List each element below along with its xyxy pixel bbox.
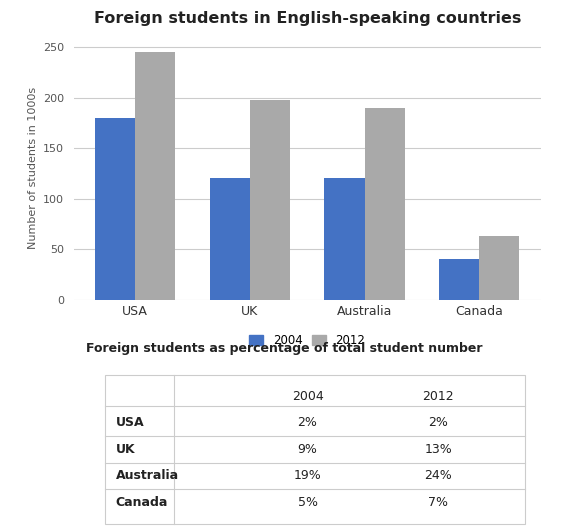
Text: Foreign students as percentage of total student number: Foreign students as percentage of total …: [86, 342, 483, 356]
Bar: [210, 178, 250, 300]
Text: 24%: 24%: [424, 469, 452, 482]
Legend: 2004, 2012: 2004, 2012: [245, 329, 370, 352]
Text: Canada: Canada: [116, 496, 168, 509]
Text: UK: UK: [116, 443, 135, 456]
Bar: [365, 108, 405, 300]
Text: 5%: 5%: [298, 496, 318, 509]
Bar: [105, 375, 525, 524]
Text: 13%: 13%: [424, 443, 452, 456]
Text: 2012: 2012: [422, 390, 454, 403]
Y-axis label: Number of students in 1000s: Number of students in 1000s: [27, 87, 38, 249]
Bar: [324, 178, 365, 300]
Text: USA: USA: [116, 416, 144, 429]
Text: 2%: 2%: [428, 416, 448, 429]
Text: Australia: Australia: [116, 469, 179, 482]
Bar: [439, 259, 479, 300]
Text: 19%: 19%: [294, 469, 321, 482]
Text: 9%: 9%: [298, 443, 318, 456]
Text: 2004: 2004: [292, 390, 323, 403]
Bar: [95, 118, 135, 300]
Bar: [250, 99, 290, 300]
Text: 2%: 2%: [298, 416, 318, 429]
Text: 7%: 7%: [428, 496, 448, 509]
Bar: [135, 52, 175, 300]
Bar: [479, 236, 519, 300]
Title: Foreign students in English-speaking countries: Foreign students in English-speaking cou…: [93, 11, 521, 26]
